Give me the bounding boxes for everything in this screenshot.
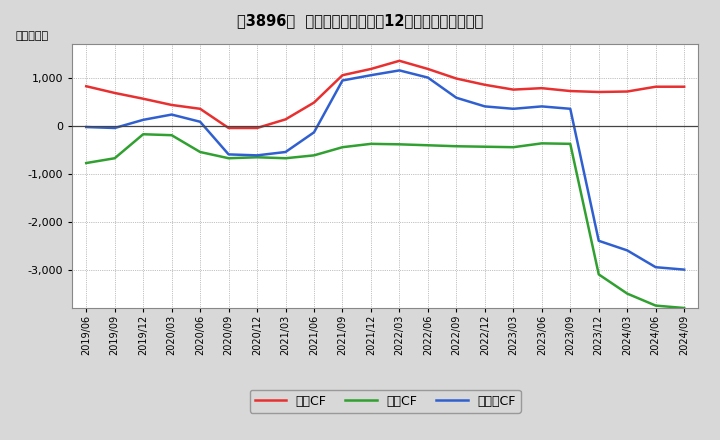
営業CF: [480, 82, 489, 88]
営業CF: [310, 100, 318, 105]
Text: （百万円）: （百万円）: [16, 31, 49, 41]
投資CF: [509, 145, 518, 150]
投資CF: [566, 141, 575, 147]
投資CF: [452, 143, 461, 149]
Text: ［3896］  キャッシュフローの12か月移動合計の推移: ［3896］ キャッシュフローの12か月移動合計の推移: [237, 13, 483, 28]
営業CF: [623, 89, 631, 94]
投資CF: [110, 156, 119, 161]
投資CF: [652, 303, 660, 308]
営業CF: [452, 76, 461, 81]
Line: 営業CF: 営業CF: [86, 61, 684, 128]
フリーCF: [139, 117, 148, 122]
営業CF: [652, 84, 660, 89]
営業CF: [395, 58, 404, 63]
営業CF: [537, 85, 546, 91]
フリーCF: [225, 152, 233, 157]
営業CF: [82, 84, 91, 89]
フリーCF: [537, 104, 546, 109]
投資CF: [366, 141, 375, 147]
営業CF: [225, 125, 233, 131]
投資CF: [139, 132, 148, 137]
営業CF: [338, 73, 347, 78]
フリーCF: [566, 106, 575, 111]
営業CF: [366, 66, 375, 72]
投資CF: [395, 142, 404, 147]
営業CF: [566, 88, 575, 94]
フリーCF: [110, 125, 119, 131]
Line: フリーCF: フリーCF: [86, 70, 684, 270]
投資CF: [595, 272, 603, 277]
投資CF: [480, 144, 489, 149]
投資CF: [310, 153, 318, 158]
投資CF: [680, 305, 688, 311]
フリーCF: [338, 78, 347, 83]
営業CF: [509, 87, 518, 92]
フリーCF: [623, 248, 631, 253]
フリーCF: [480, 104, 489, 109]
営業CF: [595, 89, 603, 95]
フリーCF: [253, 153, 261, 158]
フリーCF: [423, 75, 432, 80]
営業CF: [139, 96, 148, 101]
フリーCF: [509, 106, 518, 111]
フリーCF: [82, 125, 91, 130]
投資CF: [423, 143, 432, 148]
営業CF: [253, 125, 261, 131]
フリーCF: [652, 264, 660, 270]
フリーCF: [452, 95, 461, 100]
投資CF: [167, 132, 176, 138]
投資CF: [253, 154, 261, 160]
営業CF: [196, 106, 204, 111]
営業CF: [167, 103, 176, 108]
フリーCF: [366, 73, 375, 78]
営業CF: [282, 117, 290, 122]
投資CF: [282, 156, 290, 161]
投資CF: [196, 149, 204, 154]
Line: 投資CF: 投資CF: [86, 134, 684, 308]
投資CF: [623, 291, 631, 296]
フリーCF: [595, 238, 603, 243]
フリーCF: [310, 130, 318, 135]
投資CF: [537, 141, 546, 146]
フリーCF: [680, 267, 688, 272]
投資CF: [82, 161, 91, 166]
フリーCF: [395, 68, 404, 73]
投資CF: [225, 156, 233, 161]
Legend: 営業CF, 投資CF, フリーCF: 営業CF, 投資CF, フリーCF: [250, 390, 521, 413]
フリーCF: [196, 119, 204, 125]
営業CF: [110, 90, 119, 95]
営業CF: [680, 84, 688, 89]
営業CF: [423, 66, 432, 72]
投資CF: [338, 145, 347, 150]
フリーCF: [167, 112, 176, 117]
フリーCF: [282, 149, 290, 154]
